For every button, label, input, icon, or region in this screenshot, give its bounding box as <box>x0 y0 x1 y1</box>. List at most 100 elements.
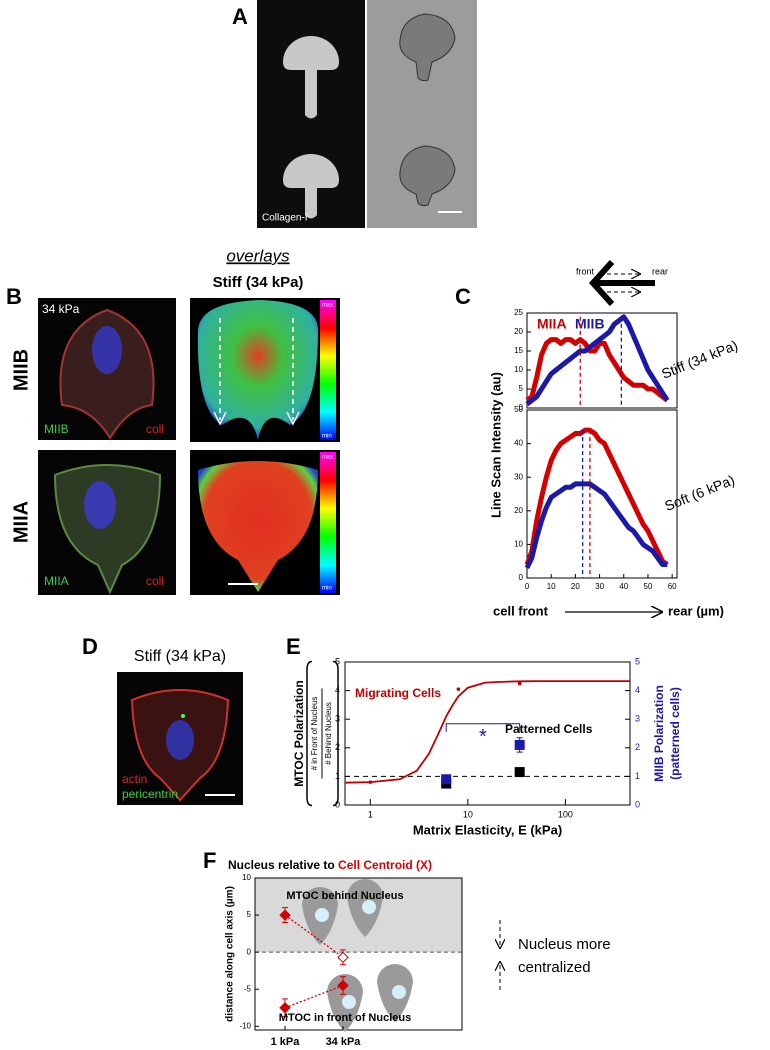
data-diamond <box>337 979 349 992</box>
x-tick-label: 34 kPa <box>326 1036 362 1048</box>
bracket <box>306 660 339 807</box>
panel-title: Stiff (34 kPa) <box>134 648 226 665</box>
panel-label: E <box>286 634 301 659</box>
y2-tick-label: 1 <box>635 771 640 781</box>
colorbar-label: max <box>322 455 333 461</box>
x-tick-label: 1 kPa <box>271 1036 301 1048</box>
row-label: MIIB <box>10 349 32 391</box>
colorbar <box>320 300 336 440</box>
x-tick-label: 10 <box>463 809 473 819</box>
data-line <box>524 427 669 567</box>
x-tick-label: 30 <box>595 582 604 591</box>
title-part: Cell Centroid (X) <box>338 858 432 872</box>
arrow-head <box>213 411 300 426</box>
data-diamond <box>337 951 349 964</box>
heading: overlays <box>226 246 290 265</box>
data-point <box>517 681 522 686</box>
legend-entry: MIIB <box>575 316 605 332</box>
pattern-shape <box>283 154 339 219</box>
image-label: Collagen-I <box>262 213 308 224</box>
region-label: MTOC in front of Nucleus <box>279 1012 411 1024</box>
cell <box>399 13 456 82</box>
y2-tick-label: 5 <box>635 656 640 666</box>
y-tick-label: 20 <box>514 327 523 336</box>
y-tick-label: -10 <box>239 1021 251 1030</box>
y-tick-label: 0 <box>519 403 524 412</box>
cell <box>53 464 162 595</box>
series-annotation: Migrating Cells <box>355 686 441 700</box>
panel-label: F <box>203 848 216 873</box>
panel-label: C <box>455 284 471 309</box>
y-tick-label: 10 <box>242 873 251 882</box>
diagram-label: rear <box>652 266 668 276</box>
data-point <box>456 687 461 691</box>
chart-title: Nucleus relative to Cell Centroid (X) <box>228 858 432 872</box>
chart-title: Stiff (34 kPa) <box>659 337 740 382</box>
panel-label: B <box>6 284 22 309</box>
y-tick-label: 5 <box>519 384 524 393</box>
title-part: Nucleus relative to <box>228 858 338 872</box>
plot-frame <box>526 312 678 409</box>
y-tick-label: 0 <box>519 573 524 582</box>
nucleus-icon <box>342 995 356 1009</box>
significance-label: * <box>479 726 487 748</box>
x-tick-label: 40 <box>619 582 628 591</box>
x-tick-label: 10 <box>547 582 556 591</box>
y2-tick-label: 2 <box>635 742 640 752</box>
data-square <box>514 767 525 778</box>
region-label: MTOC behind Nucleus <box>286 890 403 902</box>
centrosome <box>181 714 185 718</box>
y-tick-label: 0 <box>247 947 252 956</box>
data-line <box>524 481 668 570</box>
x-tick-label: 1 <box>368 809 373 819</box>
stain-label: coll <box>146 422 164 436</box>
y-axis-fraction: # in Front of Nucleus <box>310 697 319 771</box>
y-axis-fraction: # Behind Nucleus <box>324 702 333 765</box>
heatmap-cell <box>198 461 318 592</box>
heatmap-cell <box>197 300 318 440</box>
y2-axis-label: (patterned cells) <box>668 687 682 780</box>
data-diamond <box>279 909 291 921</box>
subheading: Stiff (34 kPa) <box>213 274 304 291</box>
y-tick-label: 40 <box>514 439 523 448</box>
stain-label: actin <box>122 772 147 786</box>
data-square <box>514 739 525 750</box>
stain-label: coll <box>146 574 164 588</box>
legend-entry: MIIA <box>537 316 567 332</box>
data-square <box>441 774 452 785</box>
colorbar <box>320 452 336 593</box>
x-tick-label: 50 <box>644 582 653 591</box>
diagram-label: front <box>576 266 595 276</box>
axis-start: cell front <box>493 603 549 618</box>
series-annotation: Patterned Cells <box>505 722 593 736</box>
x-tick-label: 20 <box>571 582 580 591</box>
stain-label: MIIA <box>44 574 69 588</box>
y-axis-label: MTOC Polarization <box>292 680 306 786</box>
y-tick-label: 50 <box>514 405 523 414</box>
data-diamond <box>279 1002 291 1014</box>
panel-label: A <box>232 4 248 29</box>
fit-curve <box>344 680 630 784</box>
data-point <box>368 780 373 784</box>
y2-tick-label: 0 <box>635 799 640 809</box>
stain-label: pericentrin <box>122 787 178 801</box>
y-tick-label: 0 <box>335 799 340 809</box>
y-tick-label: 15 <box>514 346 523 355</box>
plot-frame <box>526 409 678 579</box>
x-tick-label: 60 <box>668 582 677 591</box>
nucleus-icon <box>362 900 376 914</box>
y-tick-label: 10 <box>514 540 523 549</box>
nucleus-icon <box>392 985 406 999</box>
side-note: centralized <box>518 959 591 976</box>
y-tick-label: 5 <box>335 656 340 666</box>
y2-tick-label: 3 <box>635 714 640 724</box>
cell-diagram <box>588 259 655 307</box>
y-tick-label: -5 <box>244 984 252 993</box>
cell <box>399 145 456 207</box>
plot-frame <box>344 661 631 806</box>
x-tick-label: 100 <box>558 809 573 819</box>
nucleus <box>92 326 122 374</box>
y-tick-label: 20 <box>514 506 523 515</box>
panel-label: D <box>82 634 98 659</box>
